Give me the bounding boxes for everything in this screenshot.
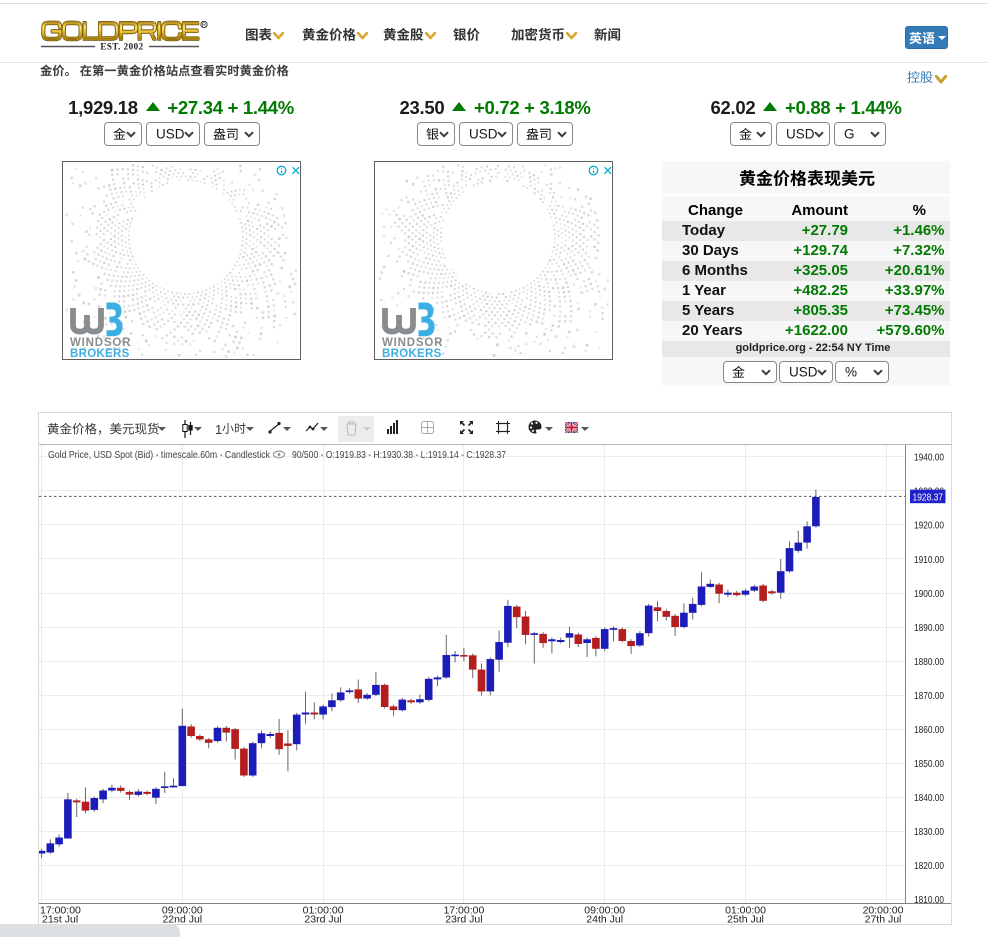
svg-text:09:00:00: 09:00:00 — [584, 905, 625, 917]
svg-text:25th Jul: 25th Jul — [727, 914, 764, 925]
svg-text:1840.00: 1840.00 — [914, 792, 944, 804]
svg-text:01:00:00: 01:00:00 — [725, 905, 766, 917]
svg-text:23rd Jul: 23rd Jul — [304, 914, 341, 925]
svg-text:24th Jul: 24th Jul — [586, 914, 623, 925]
svg-text:1900.00: 1900.00 — [914, 588, 944, 600]
svg-text:WINDSOR: WINDSOR — [70, 337, 131, 349]
svg-text:1920.00: 1920.00 — [914, 520, 944, 532]
svg-text:1850.00: 1850.00 — [914, 758, 944, 770]
svg-text:21st Jul: 21st Jul — [42, 914, 78, 925]
svg-text:WINDSOR: WINDSOR — [382, 337, 443, 349]
svg-text:1890.00: 1890.00 — [914, 622, 944, 634]
svg-text:1928.37: 1928.37 — [913, 492, 944, 504]
svg-text:01:00:00: 01:00:00 — [303, 905, 344, 917]
svg-text:23rd Jul: 23rd Jul — [445, 914, 482, 925]
svg-text:22nd Jul: 22nd Jul — [162, 914, 202, 925]
svg-text:1940.00: 1940.00 — [914, 452, 944, 464]
svg-text:17:00:00: 17:00:00 — [40, 905, 81, 917]
svg-text:09:00:00: 09:00:00 — [162, 905, 203, 917]
svg-text:BROKERS: BROKERS — [382, 348, 442, 359]
svg-text:20:00:00: 20:00:00 — [863, 905, 904, 917]
svg-text:1880.00: 1880.00 — [914, 656, 944, 668]
svg-text:1860.00: 1860.00 — [914, 724, 944, 736]
svg-text:EST. 2002: EST. 2002 — [100, 42, 143, 52]
svg-text:BROKERS: BROKERS — [70, 348, 130, 359]
svg-text:27th Jul: 27th Jul — [865, 914, 902, 925]
svg-text:Gold Price, USD Spot (Bid) - t: Gold Price, USD Spot (Bid) - timescale.6… — [48, 449, 271, 461]
svg-text:1830.00: 1830.00 — [914, 827, 944, 839]
svg-text:R: R — [202, 22, 207, 29]
svg-text:90/500 - O:1919.83 - H:1930.38: 90/500 - O:1919.83 - H:1930.38 - L:1919.… — [292, 449, 506, 461]
svg-text:1870.00: 1870.00 — [914, 690, 944, 702]
svg-text:1810.00: 1810.00 — [914, 895, 944, 907]
svg-text:1820.00: 1820.00 — [914, 861, 944, 873]
svg-text:17:00:00: 17:00:00 — [443, 905, 484, 917]
svg-text:1910.00: 1910.00 — [914, 554, 944, 566]
